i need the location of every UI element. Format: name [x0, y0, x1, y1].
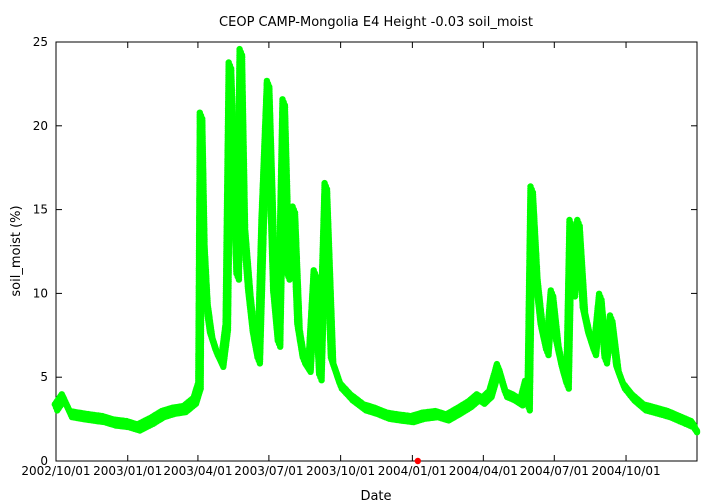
data-points — [51, 45, 701, 465]
series-line — [55, 52, 698, 432]
x-tick-label: 2002/10/01 — [21, 464, 90, 478]
x-axis: 2002/10/01 2003/01/01 2003/04/01 2003/07/01… — [21, 42, 661, 478]
x-tick-label: 2003/10/01 — [306, 464, 375, 478]
x-tick-label: 2004/07/01 — [520, 464, 589, 478]
y-tick-label: 5 — [40, 370, 48, 384]
y-tick-label: 25 — [33, 35, 48, 49]
y-tick-label: 10 — [33, 286, 48, 300]
y-tick-label: 20 — [33, 119, 48, 133]
y-tick-label: 0 — [40, 454, 48, 468]
series-markers — [51, 45, 701, 436]
chart-title: CEOP CAMP-Mongolia E4 Height -0.03 soil_… — [219, 15, 533, 30]
x-tick-label: 2004/01/01 — [378, 464, 447, 478]
x-tick-label: 2003/07/01 — [234, 464, 303, 478]
y-axis: 0 5 10 15 20 25 — [33, 35, 697, 468]
x-tick-label: 2004/10/01 — [591, 464, 660, 478]
plot-frame — [55, 41, 698, 462]
y-tick-label: 15 — [33, 203, 48, 217]
x-tick-label: 2003/01/01 — [93, 464, 162, 478]
x-tick-label: 2004/04/01 — [449, 464, 518, 478]
x-tick-label: 2003/04/01 — [163, 464, 232, 478]
